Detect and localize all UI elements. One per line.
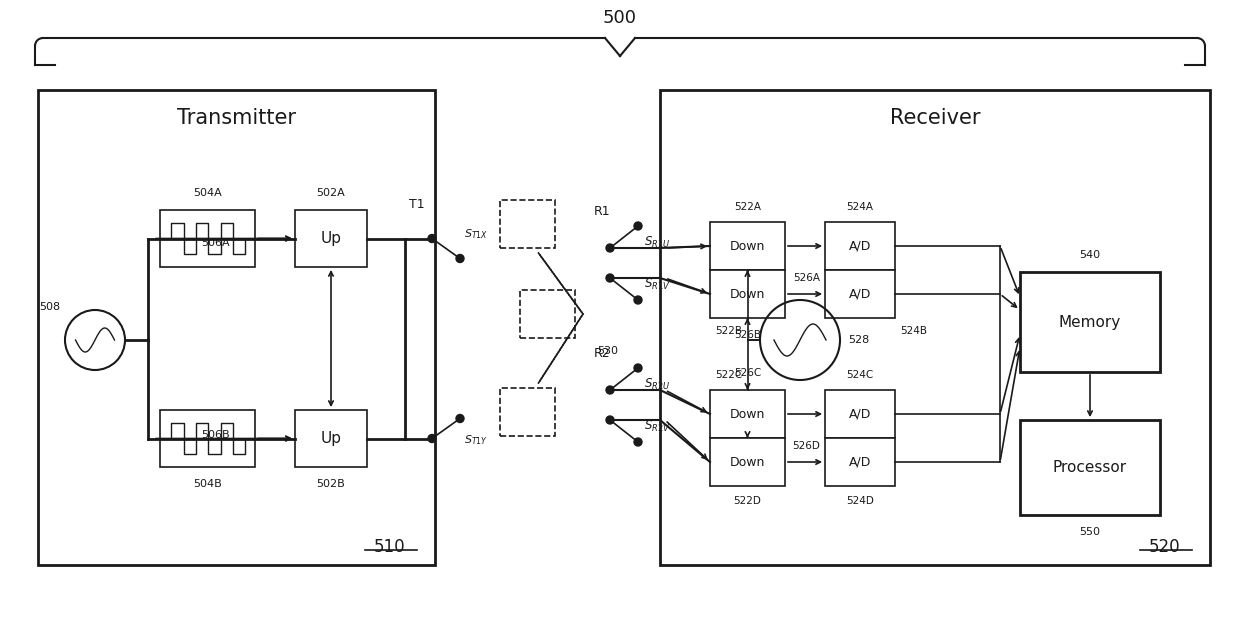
Text: $S_{T1Y}$: $S_{T1Y}$ xyxy=(464,434,489,448)
Text: Up: Up xyxy=(320,431,341,446)
Bar xyxy=(500,388,556,436)
Text: R2: R2 xyxy=(594,347,610,360)
Circle shape xyxy=(456,414,464,423)
Bar xyxy=(825,390,895,438)
Circle shape xyxy=(606,274,614,282)
Circle shape xyxy=(456,255,464,262)
Text: 526B: 526B xyxy=(734,330,761,340)
Circle shape xyxy=(634,438,642,446)
Circle shape xyxy=(634,296,642,304)
Text: $S_{R1V}$: $S_{R1V}$ xyxy=(644,277,671,292)
Text: $S_{R2U}$: $S_{R2U}$ xyxy=(644,376,671,391)
Text: Down: Down xyxy=(730,456,765,468)
Text: T1: T1 xyxy=(409,197,425,210)
Bar xyxy=(1021,272,1159,372)
Text: 502B: 502B xyxy=(316,479,346,489)
Text: 524A: 524A xyxy=(847,202,873,212)
Text: A/D: A/D xyxy=(849,240,872,252)
Text: $S_{R1U}$: $S_{R1U}$ xyxy=(644,235,671,250)
Bar xyxy=(160,410,255,467)
Text: 526D: 526D xyxy=(792,441,820,451)
Text: 502A: 502A xyxy=(316,188,346,198)
Text: 504A: 504A xyxy=(193,188,222,198)
Text: Down: Down xyxy=(730,240,765,252)
Text: 522B: 522B xyxy=(715,326,743,336)
Bar xyxy=(1021,420,1159,515)
Text: 510: 510 xyxy=(374,538,405,556)
Bar xyxy=(711,270,785,318)
Bar xyxy=(38,90,435,565)
Circle shape xyxy=(606,244,614,252)
Text: R1: R1 xyxy=(594,205,610,218)
Text: Processor: Processor xyxy=(1053,460,1127,475)
Text: $S_{R2V}$: $S_{R2V}$ xyxy=(644,418,671,434)
Text: 524C: 524C xyxy=(847,370,874,380)
Text: 522A: 522A xyxy=(734,202,761,212)
Text: Receiver: Receiver xyxy=(890,108,981,128)
Text: 522D: 522D xyxy=(734,496,761,506)
Text: A/D: A/D xyxy=(849,408,872,421)
Text: 500: 500 xyxy=(603,9,637,27)
Bar xyxy=(825,222,895,270)
Bar xyxy=(500,200,556,248)
Text: 540: 540 xyxy=(1080,250,1101,260)
Bar xyxy=(825,270,895,318)
Bar xyxy=(295,210,367,267)
Text: 524D: 524D xyxy=(846,496,874,506)
Bar xyxy=(295,410,367,467)
Text: 504B: 504B xyxy=(193,479,222,489)
Text: 520: 520 xyxy=(1149,538,1180,556)
Bar xyxy=(711,438,785,486)
Text: 550: 550 xyxy=(1080,527,1101,537)
Bar xyxy=(520,290,575,338)
Text: 528: 528 xyxy=(848,335,869,345)
Text: Down: Down xyxy=(730,408,765,421)
Bar xyxy=(160,210,255,267)
Text: $S_{T1X}$: $S_{T1X}$ xyxy=(464,228,489,242)
Text: Transmitter: Transmitter xyxy=(177,108,296,128)
Text: 506A: 506A xyxy=(201,239,229,249)
Bar xyxy=(825,438,895,486)
Circle shape xyxy=(634,364,642,372)
Text: 526C: 526C xyxy=(734,368,761,378)
Circle shape xyxy=(428,434,436,443)
Text: 530: 530 xyxy=(596,346,618,356)
Text: 524B: 524B xyxy=(900,326,928,336)
Text: Memory: Memory xyxy=(1059,314,1121,329)
Text: 506B: 506B xyxy=(201,431,229,441)
Bar xyxy=(711,222,785,270)
Text: A/D: A/D xyxy=(849,287,872,300)
Text: A/D: A/D xyxy=(849,456,872,468)
Circle shape xyxy=(634,222,642,230)
Bar xyxy=(660,90,1210,565)
Text: 508: 508 xyxy=(38,302,60,312)
Text: Up: Up xyxy=(320,231,341,246)
Text: 522C: 522C xyxy=(715,370,743,380)
Text: 526A: 526A xyxy=(794,273,820,283)
Circle shape xyxy=(428,235,436,242)
Circle shape xyxy=(606,416,614,424)
Bar xyxy=(711,390,785,438)
Circle shape xyxy=(606,386,614,394)
Text: Down: Down xyxy=(730,287,765,300)
